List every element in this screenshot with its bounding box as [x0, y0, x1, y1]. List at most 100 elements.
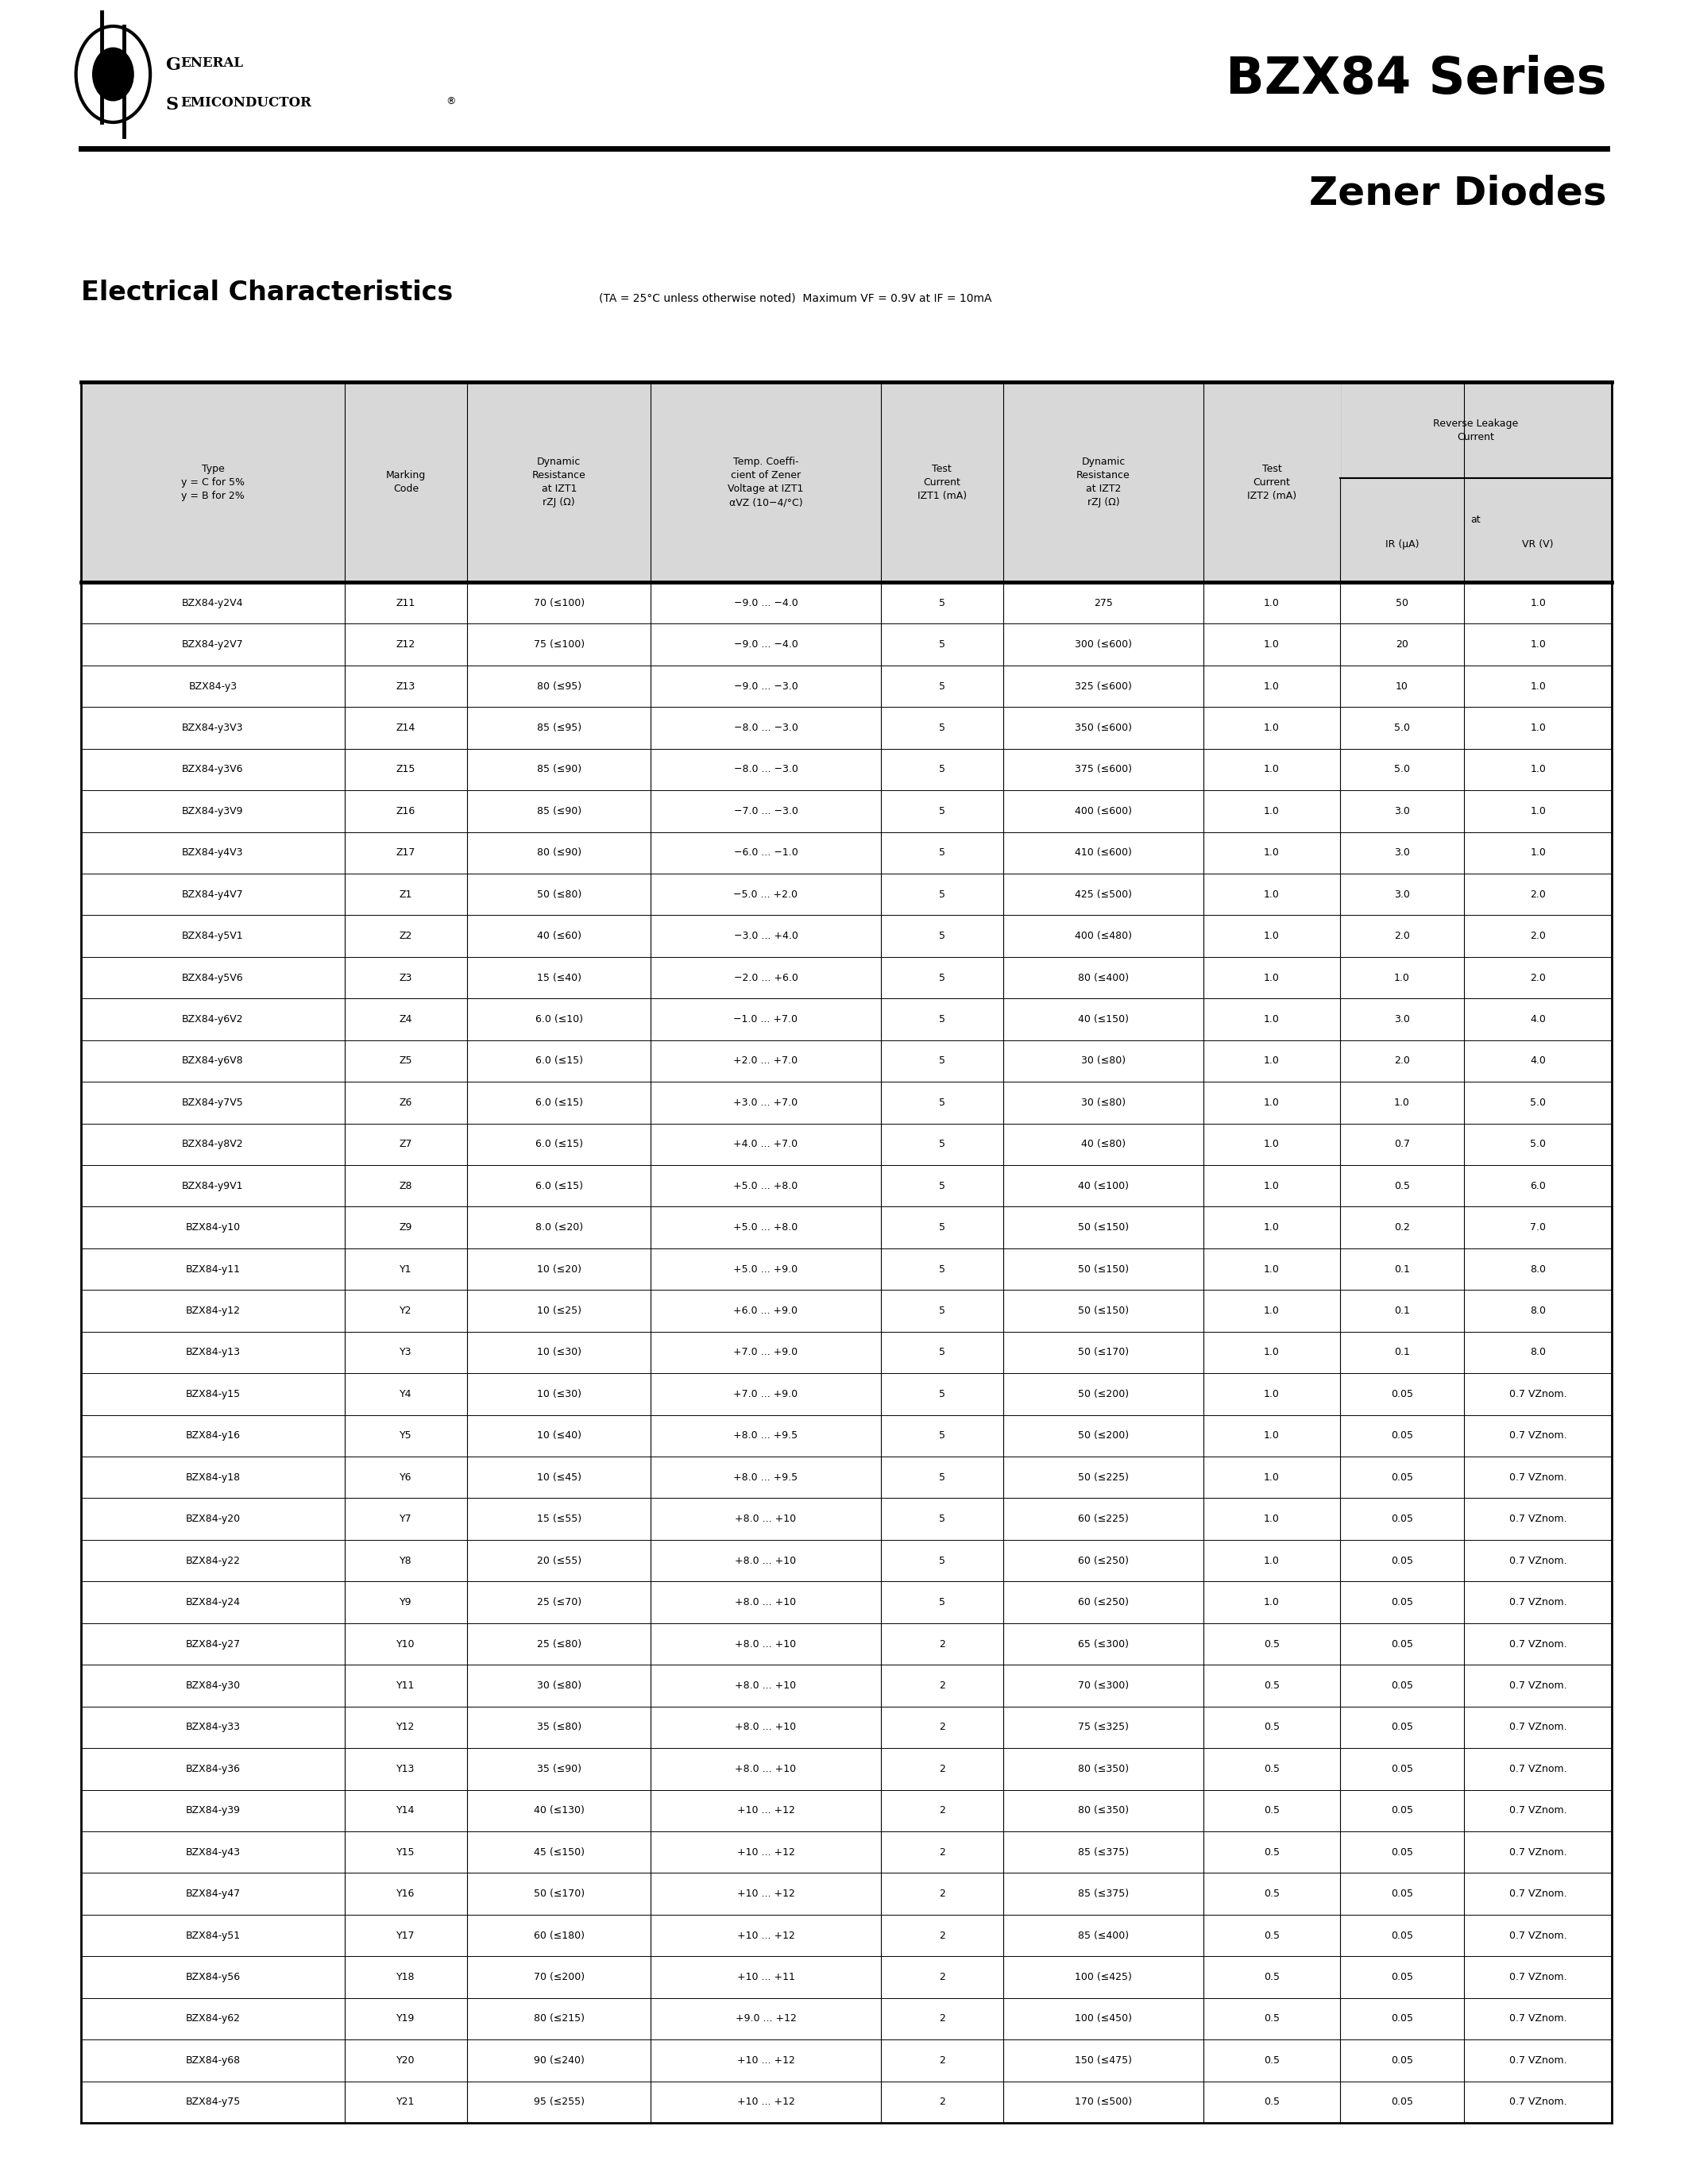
- Text: 0.5: 0.5: [1264, 1972, 1280, 1983]
- Text: 65 (≤300): 65 (≤300): [1079, 1638, 1129, 1649]
- Text: 5: 5: [939, 1472, 945, 1483]
- Text: 0.05: 0.05: [1391, 1679, 1413, 1690]
- Text: 85 (≤95): 85 (≤95): [537, 723, 581, 734]
- Text: 2: 2: [939, 2014, 945, 2025]
- Text: BZX84-y33: BZX84-y33: [186, 1721, 240, 1732]
- Text: 1.0: 1.0: [1264, 1597, 1280, 1607]
- Text: 1.0: 1.0: [1529, 806, 1546, 817]
- Text: 5: 5: [939, 806, 945, 817]
- Text: 1.0: 1.0: [1394, 972, 1409, 983]
- Text: Z13: Z13: [397, 681, 415, 692]
- Text: 0.7 VZnom.: 0.7 VZnom.: [1509, 1638, 1566, 1649]
- Text: 0.05: 0.05: [1391, 1806, 1413, 1815]
- Text: Y1: Y1: [400, 1265, 412, 1273]
- Text: +8.0 ... +10: +8.0 ... +10: [734, 1721, 797, 1732]
- Text: 5: 5: [939, 681, 945, 692]
- Text: 0.05: 0.05: [1391, 1514, 1413, 1524]
- Text: 80 (≤350): 80 (≤350): [1079, 1806, 1129, 1815]
- Text: −3.0 ... +4.0: −3.0 ... +4.0: [734, 930, 798, 941]
- Text: −5.0 ... +2.0: −5.0 ... +2.0: [734, 889, 798, 900]
- Text: 0.05: 0.05: [1391, 1848, 1413, 1856]
- Text: 70 (≤200): 70 (≤200): [533, 1972, 584, 1983]
- Text: 5: 5: [939, 1096, 945, 1107]
- Text: 1.0: 1.0: [1264, 1431, 1280, 1441]
- Text: 0.7 VZnom.: 0.7 VZnom.: [1509, 1972, 1566, 1983]
- Text: 8.0: 8.0: [1529, 1306, 1546, 1317]
- Text: +5.0 ... +8.0: +5.0 ... +8.0: [734, 1182, 798, 1190]
- Text: Z15: Z15: [397, 764, 415, 775]
- Text: 5: 5: [939, 1389, 945, 1400]
- Text: Z5: Z5: [400, 1055, 412, 1066]
- Text: BZX84-y3V3: BZX84-y3V3: [182, 723, 243, 734]
- Text: 0.7 VZnom.: 0.7 VZnom.: [1509, 1597, 1566, 1607]
- Text: 50 (≤200): 50 (≤200): [1079, 1431, 1129, 1441]
- Text: +10 ... +12: +10 ... +12: [736, 1931, 795, 1942]
- Text: 10 (≤20): 10 (≤20): [537, 1265, 581, 1273]
- Text: BZX84-y62: BZX84-y62: [186, 2014, 240, 2025]
- Text: +3.0 ... +7.0: +3.0 ... +7.0: [734, 1096, 798, 1107]
- Text: 5: 5: [939, 889, 945, 900]
- Text: 40 (≤100): 40 (≤100): [1079, 1182, 1129, 1190]
- Text: 10 (≤30): 10 (≤30): [537, 1389, 581, 1400]
- Text: 0.05: 0.05: [1391, 1765, 1413, 1773]
- Text: 4.0: 4.0: [1529, 1013, 1546, 1024]
- Text: Z14: Z14: [397, 723, 415, 734]
- Text: 2: 2: [939, 1806, 945, 1815]
- Text: BZX84-y12: BZX84-y12: [186, 1306, 240, 1317]
- Text: 50 (≤170): 50 (≤170): [533, 1889, 584, 1898]
- Text: 35 (≤90): 35 (≤90): [537, 1765, 581, 1773]
- Text: 6.0 (≤15): 6.0 (≤15): [535, 1182, 582, 1190]
- Text: +10 ... +12: +10 ... +12: [736, 1806, 795, 1815]
- Text: Y19: Y19: [397, 2014, 415, 2025]
- Text: 0.05: 0.05: [1391, 1597, 1413, 1607]
- Text: Y7: Y7: [400, 1514, 412, 1524]
- Text: Y3: Y3: [400, 1348, 412, 1358]
- Text: BZX84-y8V2: BZX84-y8V2: [182, 1140, 243, 1149]
- Text: 0.7 VZnom.: 0.7 VZnom.: [1509, 1431, 1566, 1441]
- Text: 5: 5: [939, 1555, 945, 1566]
- Text: 1.0: 1.0: [1264, 764, 1280, 775]
- Text: 0.7 VZnom.: 0.7 VZnom.: [1509, 1514, 1566, 1524]
- Text: 1.0: 1.0: [1264, 972, 1280, 983]
- Text: +10 ... +12: +10 ... +12: [736, 2097, 795, 2108]
- Text: 6.0 (≤15): 6.0 (≤15): [535, 1055, 582, 1066]
- Text: BZX84-y5V1: BZX84-y5V1: [182, 930, 243, 941]
- Text: Y8: Y8: [400, 1555, 412, 1566]
- Text: 1.0: 1.0: [1264, 847, 1280, 858]
- Text: Z16: Z16: [397, 806, 415, 817]
- Text: 2: 2: [939, 1679, 945, 1690]
- Bar: [81, 382, 1612, 583]
- Text: 170 (≤500): 170 (≤500): [1075, 2097, 1133, 2108]
- Text: 0.7 VZnom.: 0.7 VZnom.: [1509, 1806, 1566, 1815]
- Text: 1.0: 1.0: [1264, 1140, 1280, 1149]
- Text: 60 (≤180): 60 (≤180): [533, 1931, 584, 1942]
- Text: 1.0: 1.0: [1264, 1223, 1280, 1232]
- Text: 0.7 VZnom.: 0.7 VZnom.: [1509, 2055, 1566, 2066]
- Text: 85 (≤90): 85 (≤90): [537, 764, 581, 775]
- Text: 0.1: 0.1: [1394, 1306, 1409, 1317]
- Text: BZX84-y30: BZX84-y30: [186, 1679, 240, 1690]
- Text: 50 (≤80): 50 (≤80): [537, 889, 581, 900]
- Text: Type
y = C for 5%
y = B for 2%: Type y = C for 5% y = B for 2%: [181, 463, 245, 500]
- Text: 0.7 VZnom.: 0.7 VZnom.: [1509, 2014, 1566, 2025]
- Text: 10 (≤25): 10 (≤25): [537, 1306, 581, 1317]
- Text: 0.5: 0.5: [1264, 1638, 1280, 1649]
- Text: G: G: [165, 57, 181, 74]
- Text: −1.0 ... +7.0: −1.0 ... +7.0: [734, 1013, 798, 1024]
- Text: +10 ... +11: +10 ... +11: [736, 1972, 795, 1983]
- Text: 40 (≤60): 40 (≤60): [537, 930, 581, 941]
- Text: 80 (≤215): 80 (≤215): [533, 2014, 584, 2025]
- Text: BZX84-y2V7: BZX84-y2V7: [182, 640, 243, 649]
- Text: 1.0: 1.0: [1264, 930, 1280, 941]
- Text: 0.5: 0.5: [1394, 1182, 1409, 1190]
- Text: 0.1: 0.1: [1394, 1348, 1409, 1358]
- Text: 375 (≤600): 375 (≤600): [1075, 764, 1133, 775]
- Text: Marking
Code: Marking Code: [387, 470, 425, 494]
- Text: 50 (≤150): 50 (≤150): [1079, 1306, 1129, 1317]
- Text: (TA = 25°C unless otherwise noted)  Maximum VF = 0.9V at IF = 10mA: (TA = 25°C unless otherwise noted) Maxim…: [599, 293, 993, 304]
- Text: 2: 2: [939, 2097, 945, 2108]
- Text: 3.0: 3.0: [1394, 806, 1409, 817]
- Text: 1.0: 1.0: [1529, 640, 1546, 649]
- Text: 5: 5: [939, 1265, 945, 1273]
- Text: 15 (≤55): 15 (≤55): [537, 1514, 581, 1524]
